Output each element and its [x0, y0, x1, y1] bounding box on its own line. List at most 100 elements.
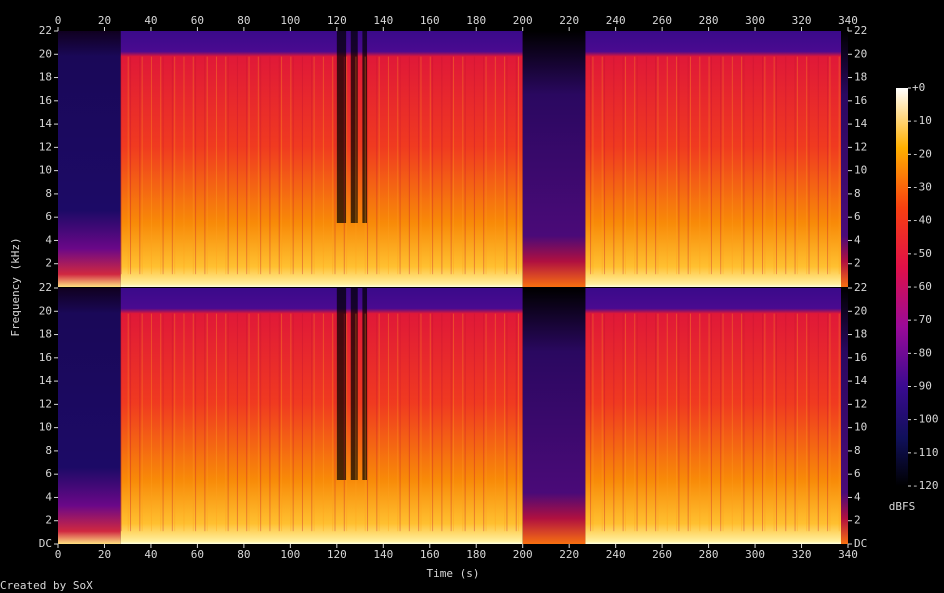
spectrogram-streak	[246, 56, 248, 275]
y-tick-label: 22	[39, 281, 52, 294]
spectrogram-streak	[311, 313, 313, 532]
spectrogram-streak	[141, 313, 143, 532]
y-tick-label-right: 14	[854, 374, 868, 387]
y-tick-label: 2	[45, 514, 52, 527]
spectrogram-streak	[464, 313, 466, 532]
spectrogram-streak	[376, 56, 378, 275]
x-tick-label: 100	[280, 548, 300, 561]
spectrogram-streak	[227, 56, 229, 275]
spectrogram-streak	[504, 313, 506, 532]
spectrogram-streak	[301, 313, 303, 532]
spectrogram-streak	[518, 313, 520, 532]
spectrogram-streak	[278, 56, 280, 275]
spectrogram-streak	[666, 313, 668, 532]
x-tick-label: 80	[237, 548, 250, 561]
y-tick-label-right: 6	[854, 467, 861, 480]
spectrogram-streak	[257, 313, 259, 532]
y-tick-label-right: 20	[854, 47, 867, 60]
spectrogram-streak	[192, 56, 194, 275]
spectrogram-streak	[794, 313, 796, 532]
spectrogram-streak	[334, 56, 336, 275]
spectrogram-streak	[236, 56, 238, 275]
x-tick-label: 60	[191, 548, 204, 561]
y-tick-label-right: 12	[854, 140, 867, 153]
spectrogram-streak	[334, 313, 336, 532]
spectrogram-streak	[827, 313, 829, 532]
spectrogram-streak	[473, 313, 475, 532]
spectrogram-streak	[441, 56, 443, 275]
y-tick-label-right: 10	[854, 164, 867, 177]
spectrogram-streak	[432, 313, 434, 532]
spectrogram-streak	[462, 56, 464, 275]
x-axis-label: Time (s)	[427, 567, 480, 580]
spectrogram-streak	[204, 313, 206, 532]
spectrogram-streak	[794, 56, 796, 275]
spectrogram-streak	[752, 313, 754, 532]
spectrogram-streak	[120, 313, 122, 532]
y-tick-label-right: 20	[854, 304, 867, 317]
spectrogram-streak	[160, 313, 162, 532]
spectrogram-streak	[246, 313, 248, 532]
spectrogram-streak	[666, 56, 668, 275]
spectrogram-streak	[622, 56, 624, 275]
spectrogram-streak	[817, 313, 819, 532]
spectrogram-region	[120, 288, 523, 544]
spectrogram-streak	[378, 313, 380, 532]
spectrogram-streak	[399, 313, 401, 532]
y-tick-label: 6	[45, 210, 52, 223]
spectrogram-streak	[636, 56, 638, 275]
spectrogram-streak	[708, 56, 710, 275]
spectrogram-streak	[690, 313, 691, 532]
x-tick-label: 0	[55, 14, 62, 27]
y-tick-label-right: DC	[854, 537, 867, 550]
x-tick-label: 320	[792, 14, 812, 27]
spectrogram-streak	[699, 313, 701, 532]
spectrogram-streak	[483, 313, 485, 532]
y-tick-label: 22	[39, 24, 52, 37]
x-tick-label: 200	[513, 548, 533, 561]
spectrogram-streak	[162, 313, 164, 532]
spectrogram-streak	[829, 313, 831, 532]
spectrogram-streak	[227, 313, 229, 532]
x-tick-label: 20	[98, 14, 111, 27]
spectrogram-streak	[257, 56, 259, 275]
spectrogram-streak	[687, 313, 689, 532]
spectrogram-region	[120, 31, 523, 287]
colorbar-tick-label: -120	[912, 479, 939, 492]
spectrogram-streak	[355, 313, 357, 532]
spectrogram-streak	[195, 56, 197, 275]
x-tick-label: 60	[191, 14, 204, 27]
x-tick-label: 140	[373, 548, 393, 561]
spectrogram-streak	[281, 313, 283, 532]
spectrogram-streak	[764, 56, 766, 275]
spectrogram-streak	[604, 56, 606, 275]
spectrogram-streak	[332, 56, 334, 275]
colorbar-tick-label: -60	[912, 280, 932, 293]
spectrogram-streak	[676, 56, 678, 275]
spectrogram-streak	[485, 313, 487, 532]
y-tick-label-right: 18	[854, 328, 867, 341]
colorbar-label: dBFS	[889, 500, 916, 513]
spectrogram-streak	[313, 313, 315, 532]
spectrogram-streak	[494, 313, 496, 532]
spectrogram-streak	[174, 313, 176, 532]
spectrogram-streak	[720, 313, 722, 532]
x-tick-label: 40	[144, 548, 157, 561]
spectrogram-streak	[590, 56, 592, 275]
x-tick-label: 200	[513, 14, 533, 27]
spectrogram-streak	[204, 56, 206, 275]
spectrogram-streak	[741, 313, 743, 532]
spectrogram-streak	[206, 56, 208, 275]
y-tick-label: 20	[39, 304, 52, 317]
colorbar-tick-label: -10	[912, 114, 932, 127]
colorbar-tick-label: -20	[912, 147, 932, 160]
spectrogram-streak	[171, 313, 173, 532]
spectrogram-streak	[827, 56, 829, 275]
spectrogram-streak	[506, 56, 508, 275]
spectrogram-streak	[518, 56, 520, 275]
spectrogram-streak	[636, 313, 638, 532]
x-tick-label: 340	[838, 14, 858, 27]
x-tick-label: 180	[466, 548, 486, 561]
spectrogram-streak	[710, 56, 712, 275]
spectrogram-region	[522, 31, 586, 287]
